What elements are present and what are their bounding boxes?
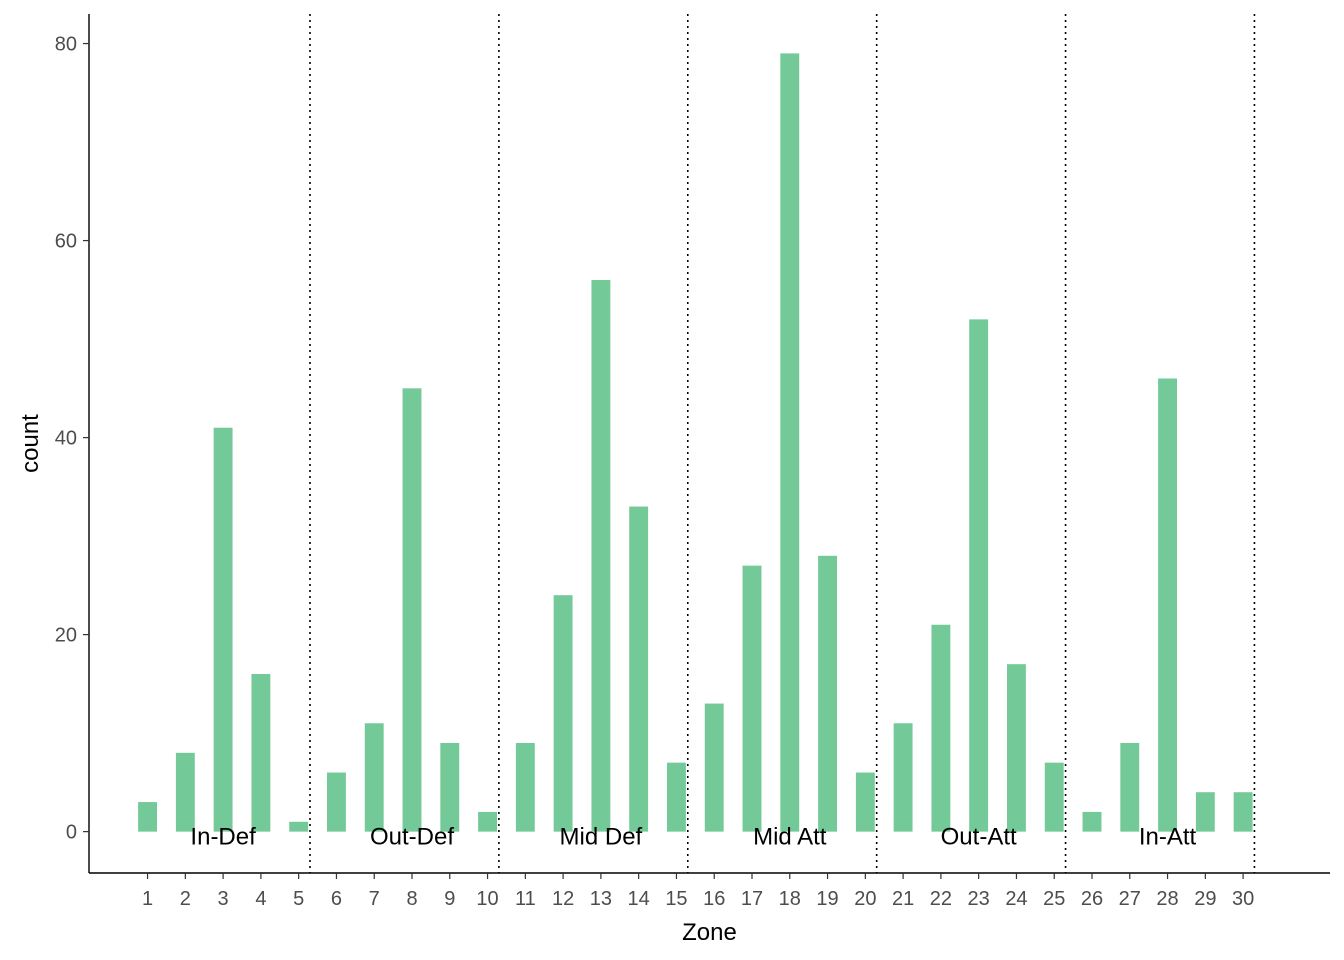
x-tick-label: 11 bbox=[515, 888, 536, 910]
y-tick-label: 20 bbox=[55, 625, 77, 647]
y-tick-label: 60 bbox=[55, 231, 77, 253]
x-tick-label: 19 bbox=[816, 888, 838, 910]
bar-zone-18 bbox=[780, 53, 800, 832]
x-tick-label: 15 bbox=[665, 888, 687, 910]
x-tick-label: 13 bbox=[590, 888, 612, 910]
x-tick-label: 28 bbox=[1156, 888, 1178, 910]
x-axis: 1 2 3 4 5 6 7 8 9 10 11 12 13 14 15 16 17 18 19 20 21 22 23 24 2… bbox=[89, 872, 1330, 910]
zone-dividers bbox=[309, 14, 1256, 873]
zone-label-1: In-Def bbox=[190, 824, 256, 851]
bar-zone-20 bbox=[855, 772, 875, 832]
bar-zone-9 bbox=[440, 742, 460, 832]
bar-zone-8 bbox=[402, 388, 422, 832]
x-tick-label: 12 bbox=[552, 888, 574, 910]
x-tick-label: 24 bbox=[1005, 888, 1027, 910]
bar-zone-11 bbox=[515, 742, 535, 832]
x-axis-title: Zone bbox=[682, 919, 737, 946]
x-tick-label: 25 bbox=[1043, 888, 1065, 910]
x-tick-label: 16 bbox=[703, 888, 725, 910]
y-tick-label: 40 bbox=[55, 428, 77, 450]
x-tick-label: 21 bbox=[892, 888, 914, 910]
zone-label-6: In-Att bbox=[1139, 824, 1197, 851]
y-tick-label: 80 bbox=[55, 34, 77, 56]
x-tick-label: 1 bbox=[142, 888, 153, 910]
bar-zone-2 bbox=[175, 752, 195, 832]
bar-zone-17 bbox=[742, 565, 762, 832]
bar-zone-28 bbox=[1158, 378, 1177, 832]
bar-zone-4 bbox=[251, 674, 271, 832]
bar-zone-21 bbox=[893, 723, 913, 832]
x-tick-label: 8 bbox=[406, 888, 417, 910]
x-tick-label: 4 bbox=[255, 888, 266, 910]
bar-zone-22 bbox=[931, 624, 951, 832]
y-axis-title: count bbox=[17, 414, 44, 473]
y-tick-label: 0 bbox=[66, 822, 77, 844]
bar-zone-30 bbox=[1233, 792, 1253, 832]
bar-zone-23 bbox=[969, 319, 989, 832]
zone-labels: In-Def Out-Def Mid Def Mid Att Out-Att In-Att bbox=[190, 824, 1196, 851]
zone-label-2: Out-Def bbox=[370, 824, 454, 851]
x-tick-label: 20 bbox=[854, 888, 876, 910]
zone-label-5: Out-Att bbox=[941, 824, 1017, 851]
y-axis: 0 20 40 60 80 bbox=[55, 14, 90, 873]
x-tick-label: 3 bbox=[218, 888, 229, 910]
x-tick-label: 10 bbox=[476, 888, 498, 910]
x-tick-label: 17 bbox=[741, 888, 763, 910]
bar-zone-26 bbox=[1082, 811, 1102, 832]
bars-group bbox=[138, 53, 1253, 832]
bar-zone-24 bbox=[1007, 664, 1026, 832]
bar-zone-12 bbox=[553, 595, 573, 832]
x-tick-label: 30 bbox=[1232, 888, 1254, 910]
bar-zone-5 bbox=[289, 821, 309, 832]
bar-zone-15 bbox=[667, 762, 686, 832]
x-tick-label: 23 bbox=[968, 888, 990, 910]
x-tick-label: 7 bbox=[369, 888, 380, 910]
bar-zone-25 bbox=[1044, 762, 1064, 832]
x-tick-label: 9 bbox=[444, 888, 455, 910]
zone-label-3: Mid Def bbox=[560, 824, 643, 851]
bar-zone-16 bbox=[704, 703, 724, 832]
bar-zone-3 bbox=[213, 427, 233, 832]
zone-label-4: Mid Att bbox=[753, 824, 827, 851]
x-tick-label: 14 bbox=[628, 888, 650, 910]
bar-zone-27 bbox=[1120, 742, 1140, 832]
bar-zone-13 bbox=[591, 279, 611, 832]
bar-zone-29 bbox=[1195, 792, 1215, 832]
bar-zone-7 bbox=[364, 723, 384, 832]
x-tick-label: 29 bbox=[1194, 888, 1216, 910]
x-tick-label: 5 bbox=[293, 888, 304, 910]
x-tick-label: 22 bbox=[930, 888, 952, 910]
bar-zone-19 bbox=[818, 555, 837, 832]
x-tick-label: 26 bbox=[1081, 888, 1103, 910]
x-tick-label: 6 bbox=[331, 888, 342, 910]
x-tick-label: 2 bbox=[180, 888, 191, 910]
x-tick-label: 18 bbox=[779, 888, 801, 910]
bar-zone-6 bbox=[327, 772, 346, 832]
bar-zone-1 bbox=[138, 802, 157, 832]
x-tick-label: 27 bbox=[1119, 888, 1141, 910]
bar-zone-10 bbox=[478, 811, 497, 832]
bar-zone-14 bbox=[629, 506, 649, 832]
